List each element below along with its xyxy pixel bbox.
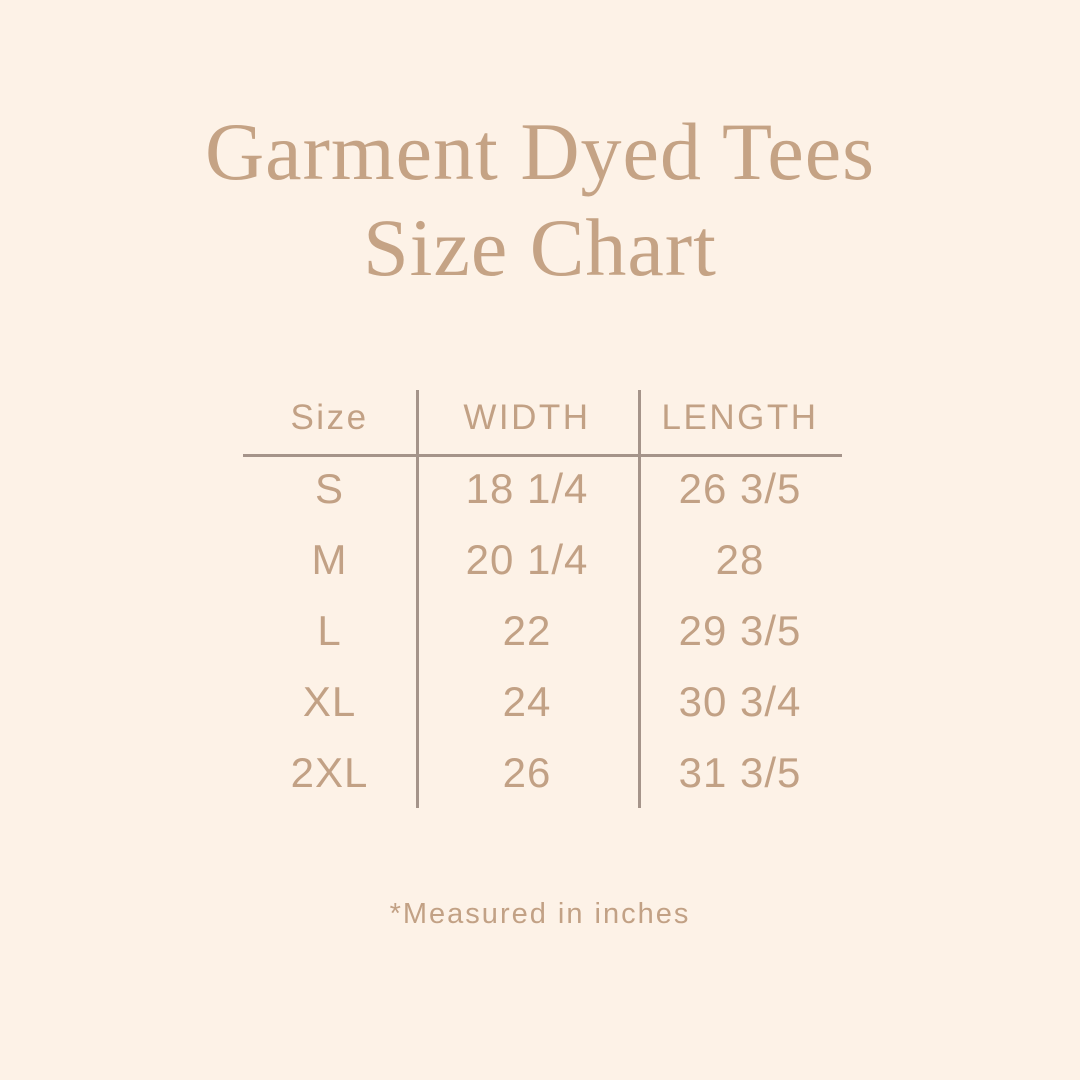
header-divider	[243, 454, 842, 457]
row-s-width: 18 1/4	[465, 465, 589, 513]
column-divider-1	[416, 390, 419, 808]
size-chart-grid: Size WIDTH LENGTH S 18 1/4 26 3/5 M 20 1…	[243, 390, 842, 808]
row-xl-length: 30 3/4	[678, 677, 802, 725]
column-divider-2	[638, 390, 641, 808]
row-m-length: 28	[715, 536, 765, 584]
row-s-size: S	[314, 465, 344, 513]
row-m-size: M	[311, 536, 348, 584]
measurement-footnote: *Measured in inches	[389, 898, 691, 930]
row-s-length: 26 3/5	[678, 465, 802, 513]
column-header-width: WIDTH	[463, 398, 591, 437]
row-l-width: 22	[502, 606, 552, 654]
page-title-line1: Garment Dyed Tees	[204, 106, 876, 197]
page-title: Garment Dyed Tees Size Chart	[0, 104, 1080, 296]
row-l-length: 29 3/5	[678, 606, 802, 654]
row-2xl-size: 2XL	[290, 748, 369, 796]
size-chart-table: Size WIDTH LENGTH S 18 1/4 26 3/5 M 20 1…	[243, 390, 842, 808]
column-header-size: Size	[290, 398, 369, 437]
row-xl-width: 24	[502, 677, 552, 725]
row-l-size: L	[317, 606, 342, 654]
row-2xl-width: 26	[502, 748, 552, 796]
page-title-line2: Size Chart	[363, 202, 717, 293]
row-2xl-length: 31 3/5	[678, 748, 802, 796]
row-m-width: 20 1/4	[465, 536, 589, 584]
row-xl-size: XL	[302, 677, 357, 725]
column-header-length: LENGTH	[661, 398, 819, 437]
